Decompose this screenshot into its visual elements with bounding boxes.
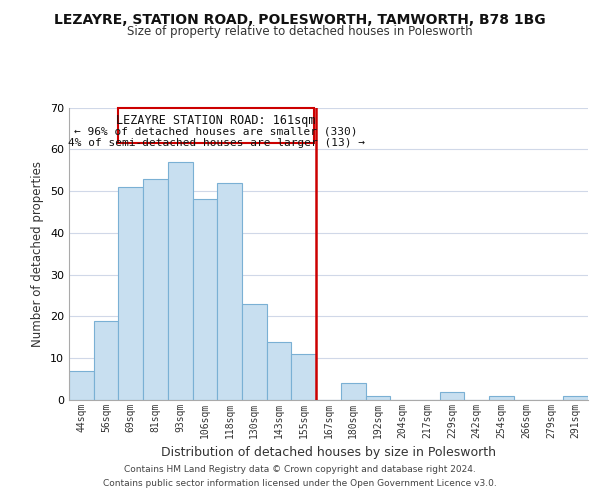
Text: LEZAYRE, STATION ROAD, POLESWORTH, TAMWORTH, B78 1BG: LEZAYRE, STATION ROAD, POLESWORTH, TAMWO…: [54, 12, 546, 26]
Bar: [292, 354, 316, 400]
Text: Size of property relative to detached houses in Polesworth: Size of property relative to detached ho…: [127, 25, 473, 38]
Text: ← 96% of detached houses are smaller (330): ← 96% of detached houses are smaller (33…: [74, 126, 358, 136]
Text: Contains HM Land Registry data © Crown copyright and database right 2024.
Contai: Contains HM Land Registry data © Crown c…: [103, 466, 497, 487]
Bar: [365, 396, 390, 400]
Bar: [168, 162, 193, 400]
Y-axis label: Number of detached properties: Number of detached properties: [31, 161, 44, 347]
Bar: [489, 396, 514, 400]
Bar: [242, 304, 267, 400]
Bar: [69, 371, 94, 400]
X-axis label: Distribution of detached houses by size in Polesworth: Distribution of detached houses by size …: [161, 446, 496, 460]
Bar: [94, 320, 118, 400]
Text: LEZAYRE STATION ROAD: 161sqm: LEZAYRE STATION ROAD: 161sqm: [116, 114, 316, 127]
Bar: [217, 182, 242, 400]
Bar: [267, 342, 292, 400]
Bar: [440, 392, 464, 400]
Bar: [563, 396, 588, 400]
Text: 4% of semi-detached houses are larger (13) →: 4% of semi-detached houses are larger (1…: [68, 138, 365, 147]
Bar: [341, 384, 365, 400]
Bar: [193, 200, 217, 400]
Bar: [143, 178, 168, 400]
Bar: [118, 108, 314, 143]
Bar: [118, 187, 143, 400]
